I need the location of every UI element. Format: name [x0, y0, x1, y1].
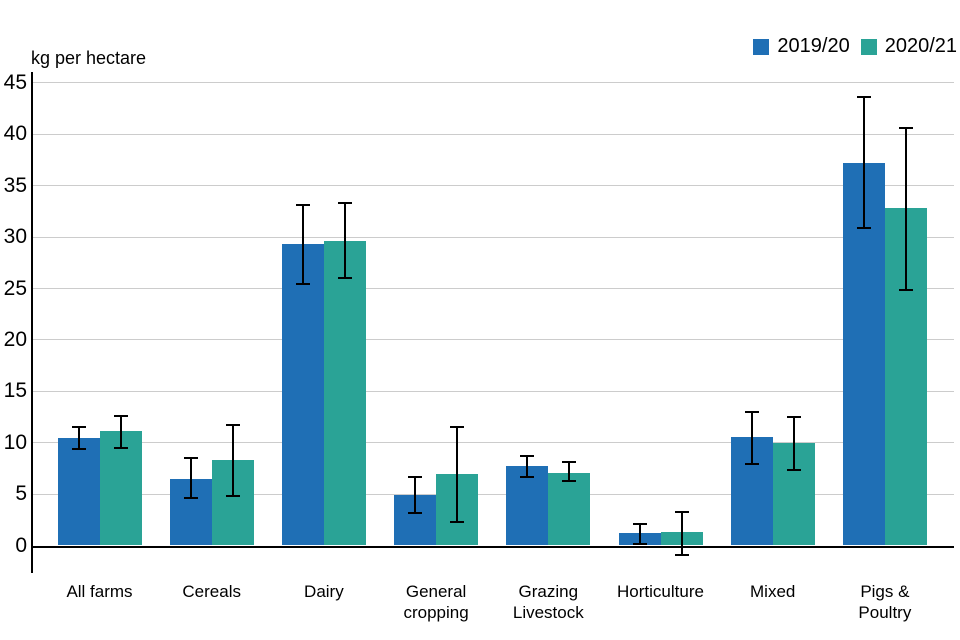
error-cap-low-2020-21-horticulture [674, 553, 689, 556]
y-tick-label-30: 30 [3, 225, 27, 249]
error-bar-2020-21-dairy [343, 203, 346, 279]
gridline-40 [32, 133, 954, 135]
gridline-15 [32, 390, 954, 392]
error-cap-high-2019-20-dairy [295, 204, 310, 207]
x-axis-line [32, 545, 954, 548]
bar-2020-21-all-farms [99, 431, 142, 546]
x-category-label-mixed: Mixed [750, 582, 796, 601]
error-bar-2019-20-horticulture [638, 523, 641, 545]
y-tick-label-10: 10 [3, 430, 27, 454]
bar-2019-20-all-farms [57, 437, 100, 546]
error-cap-high-2020-21-general-cropping [450, 426, 465, 429]
error-bar-2019-20-dairy [301, 205, 304, 285]
bar-2020-21-dairy [323, 241, 366, 546]
y-tick-label-20: 20 [3, 327, 27, 351]
gridline-35 [32, 185, 954, 187]
error-cap-high-2020-21-cereals [225, 424, 240, 427]
error-cap-high-2020-21-horticulture [674, 510, 689, 513]
error-cap-low-2019-20-all-farms [71, 447, 86, 450]
x-category-label-horticulture: Horticulture [617, 582, 704, 601]
error-cap-high-2019-20-cereals [183, 457, 198, 460]
legend-item-2020-21: 2020/21 [860, 35, 957, 58]
error-cap-low-2020-21-mixed [786, 469, 801, 472]
x-category-label-pigs-poultry: Pigs & Poultry [858, 582, 912, 622]
error-bar-2019-20-pigs-poultry [862, 97, 865, 228]
error-cap-low-2020-21-general-cropping [450, 520, 465, 523]
gridline-45 [32, 82, 954, 84]
error-bar-2020-21-grazing-livestock [568, 462, 571, 481]
error-cap-low-2019-20-grazing-livestock [520, 475, 535, 478]
gridline-30 [32, 236, 954, 238]
x-category-label-all-farms: All farms [66, 582, 133, 601]
x-category-label-dairy: Dairy [304, 582, 344, 601]
error-cap-high-2020-21-grazing-livestock [562, 461, 577, 464]
error-bar-2019-20-cereals [189, 458, 192, 499]
y-tick-label-25: 25 [3, 276, 27, 300]
y-tick-label-45: 45 [3, 70, 27, 94]
error-cap-high-2020-21-all-farms [113, 414, 128, 417]
x-category-label-general-cropping: General cropping [403, 582, 469, 622]
gridline-20 [32, 339, 954, 341]
error-cap-high-2020-21-mixed [786, 416, 801, 418]
error-cap-high-2019-20-all-farms [71, 426, 86, 429]
error-cap-high-2019-20-grazing-livestock [520, 455, 535, 458]
error-cap-high-2019-20-general-cropping [408, 475, 423, 478]
error-bar-2020-21-general-cropping [456, 427, 459, 522]
error-cap-high-2020-21-pigs-poultry [898, 127, 913, 130]
legend: 2019/20 2020/21 [753, 35, 957, 58]
error-cap-low-2019-20-pigs-poultry [856, 226, 871, 229]
error-bar-2019-20-grazing-livestock [526, 456, 529, 477]
legend-swatch-2019-20 [753, 38, 770, 55]
legend-label-2020-21: 2020/21 [884, 35, 957, 57]
error-bar-2020-21-mixed [792, 417, 795, 471]
legend-swatch-2020-21 [860, 38, 877, 55]
y-tick-label-35: 35 [3, 173, 27, 197]
error-cap-low-2020-21-all-farms [113, 446, 128, 449]
error-bar-2019-20-general-cropping [414, 476, 417, 513]
y-tick-label-5: 5 [15, 482, 27, 506]
error-cap-low-2019-20-mixed [744, 463, 759, 466]
error-cap-low-2020-21-cereals [225, 495, 240, 498]
y-axis-line [30, 72, 33, 573]
bar-2019-20-dairy [281, 244, 324, 546]
error-bar-2020-21-all-farms [119, 415, 122, 448]
error-bar-2019-20-mixed [750, 411, 753, 465]
error-cap-high-2020-21-dairy [337, 202, 352, 205]
error-cap-low-2019-20-dairy [295, 283, 310, 286]
x-category-label-grazing-livestock: Grazing Livestock [512, 582, 584, 622]
gridline-10 [32, 442, 954, 444]
legend-label-2019-20: 2019/20 [777, 35, 850, 57]
error-cap-low-2019-20-cereals [183, 497, 198, 500]
bar-2020-21-grazing-livestock [548, 472, 591, 546]
x-category-label-cereals: Cereals [182, 582, 241, 601]
y-tick-label-15: 15 [3, 379, 27, 403]
error-cap-high-2019-20-pigs-poultry [856, 96, 871, 99]
error-cap-high-2019-20-mixed [744, 410, 759, 413]
gridline-25 [32, 288, 954, 289]
error-bar-2020-21-horticulture [680, 511, 683, 555]
error-bar-2020-21-pigs-poultry [904, 128, 907, 290]
error-cap-low-2019-20-general-cropping [408, 511, 423, 514]
bar-2019-20-grazing-livestock [506, 466, 549, 546]
error-bar-2019-20-all-farms [77, 427, 80, 449]
error-bar-2020-21-cereals [231, 425, 234, 497]
error-cap-low-2020-21-grazing-livestock [562, 479, 577, 482]
error-cap-low-2020-21-dairy [337, 277, 352, 280]
y-tick-label-0: 0 [15, 533, 27, 557]
y-axis-title: kg per hectare [31, 48, 147, 68]
legend-item-2019-20: 2019/20 [753, 35, 850, 58]
y-tick-label-40: 40 [3, 122, 27, 146]
gridline-5 [32, 493, 954, 495]
error-cap-low-2019-20-horticulture [632, 543, 647, 546]
error-cap-low-2020-21-pigs-poultry [898, 288, 913, 291]
error-cap-high-2019-20-horticulture [632, 522, 647, 525]
